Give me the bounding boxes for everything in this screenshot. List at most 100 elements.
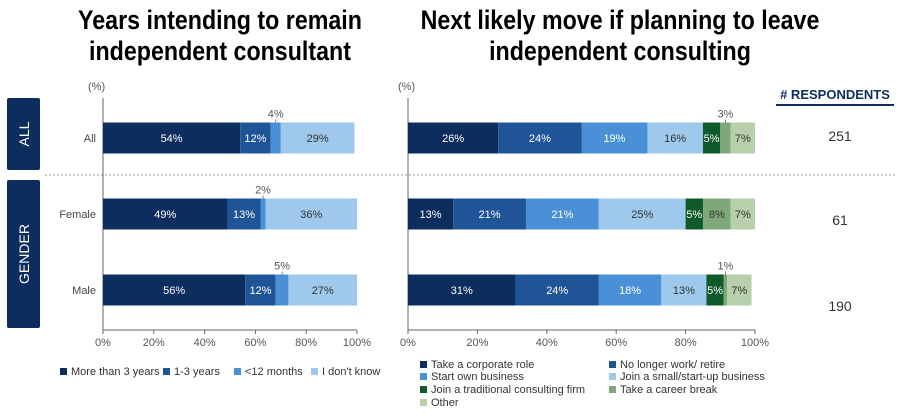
data-label: 27% — [312, 285, 334, 297]
left-x-tick-label: 0% — [95, 337, 111, 349]
data-label: 21% — [479, 209, 501, 221]
data-label: 31% — [451, 285, 473, 297]
right-x-tick-label: 0% — [400, 337, 416, 349]
data-label: 12% — [249, 285, 271, 297]
right-x-tick-label: 100% — [741, 337, 769, 349]
legend-item: No longer work/ retire — [609, 359, 725, 371]
bar-segment — [408, 274, 516, 306]
bar-segment — [581, 122, 648, 154]
bar-segment — [706, 274, 724, 306]
bar-segment — [723, 274, 728, 306]
bar-segment — [103, 198, 228, 230]
data-label: 56% — [163, 285, 185, 297]
data-label: 4% — [268, 109, 284, 121]
legend-item: I don't know — [311, 366, 380, 378]
legend-label: No longer work/ retire — [620, 359, 726, 371]
legend-swatch — [234, 368, 241, 375]
category-label: Female — [59, 209, 96, 221]
bar-segment — [103, 122, 241, 154]
legend-swatch — [420, 373, 427, 380]
data-label: 19% — [603, 133, 625, 145]
left-x-tick-label: 40% — [194, 337, 216, 349]
data-label: 7% — [731, 285, 747, 297]
legend-label: Take a career break — [620, 384, 718, 396]
legend-label: I don't know — [322, 366, 381, 378]
data-label: 5% — [274, 261, 290, 273]
respondents-all: 251 — [828, 128, 852, 144]
data-label: 29% — [307, 133, 329, 145]
bar-segment — [525, 198, 599, 230]
bar-segment — [270, 122, 281, 154]
data-label: 24% — [546, 285, 568, 297]
right-x-tick-label: 40% — [536, 337, 558, 349]
bar-segment — [727, 274, 752, 306]
legend-swatch — [60, 368, 67, 375]
left-x-tick-label: 100% — [343, 337, 371, 349]
bar-segment — [280, 122, 355, 154]
legend-item: Join a traditional consulting firm — [420, 384, 585, 396]
bar-segment — [720, 122, 731, 154]
bar-segment — [453, 198, 526, 230]
segment-tab-all: ALL — [7, 98, 40, 170]
legend-swatch — [609, 361, 616, 368]
bar-segment — [288, 274, 357, 306]
legend-swatch — [163, 368, 170, 375]
legend-label: More than 3 years — [71, 366, 160, 378]
data-label: 25% — [631, 209, 653, 221]
bar-segment — [498, 122, 582, 154]
left-x-tick-label: 20% — [143, 337, 165, 349]
legend-swatch — [420, 361, 427, 368]
legend-label: Other — [431, 397, 459, 409]
legend-item: <12 months — [234, 366, 303, 378]
bar-segment — [240, 122, 271, 154]
right-x-tick-label: 80% — [675, 337, 697, 349]
legend-swatch — [609, 386, 616, 393]
data-label: 36% — [300, 209, 322, 221]
bar-segment — [408, 198, 454, 230]
data-label: 24% — [529, 133, 551, 145]
legend-item: Take a corporate role — [420, 359, 534, 371]
bar-segment — [275, 274, 289, 306]
data-label: 54% — [161, 133, 183, 145]
legend-label: Start own business — [431, 371, 524, 383]
category-label: Male — [72, 285, 96, 297]
respondents-male: 190 — [828, 298, 852, 314]
data-label: 3% — [718, 109, 734, 121]
right-x-tick-label: 60% — [605, 337, 627, 349]
legend-swatch — [420, 399, 427, 406]
left-x-tick-label: 60% — [244, 337, 266, 349]
bar-segment — [685, 198, 703, 230]
bar-segment — [265, 198, 357, 230]
bar-segment — [647, 122, 703, 154]
data-label: 16% — [664, 133, 686, 145]
right-x-tick-label: 20% — [466, 337, 488, 349]
legend-item: Start own business — [420, 371, 524, 383]
data-label: 13% — [420, 209, 442, 221]
bar-segment — [245, 274, 276, 306]
legend-label: Take a corporate role — [431, 359, 535, 371]
data-label: 2% — [255, 185, 271, 197]
bar-segment — [598, 198, 686, 230]
bar-segment — [702, 198, 731, 230]
legend-swatch — [311, 368, 318, 375]
bar-segment — [103, 274, 246, 306]
right-unit-label: (%) — [398, 81, 415, 93]
bar-segment — [661, 274, 707, 306]
data-label: 5% — [707, 285, 723, 297]
bar-segment — [227, 198, 261, 230]
bar-segment — [730, 122, 755, 154]
data-label: 7% — [735, 133, 751, 145]
right-chart-title: Next likely move if planning to leave in… — [420, 5, 820, 66]
legend-item: 1-3 years — [163, 366, 220, 378]
bar-segment — [260, 198, 266, 230]
respondents-header: # RESPONDENTS — [776, 87, 894, 106]
legend-label: Join a small/start-up business — [620, 371, 765, 383]
legend-item: Join a small/start-up business — [609, 371, 765, 383]
data-label: 1% — [718, 261, 734, 273]
legend-item: Other — [420, 397, 459, 409]
left-unit-label: (%) — [88, 81, 105, 93]
legend-swatch — [420, 386, 427, 393]
data-label: 13% — [233, 209, 255, 221]
bar-segment — [702, 122, 721, 154]
